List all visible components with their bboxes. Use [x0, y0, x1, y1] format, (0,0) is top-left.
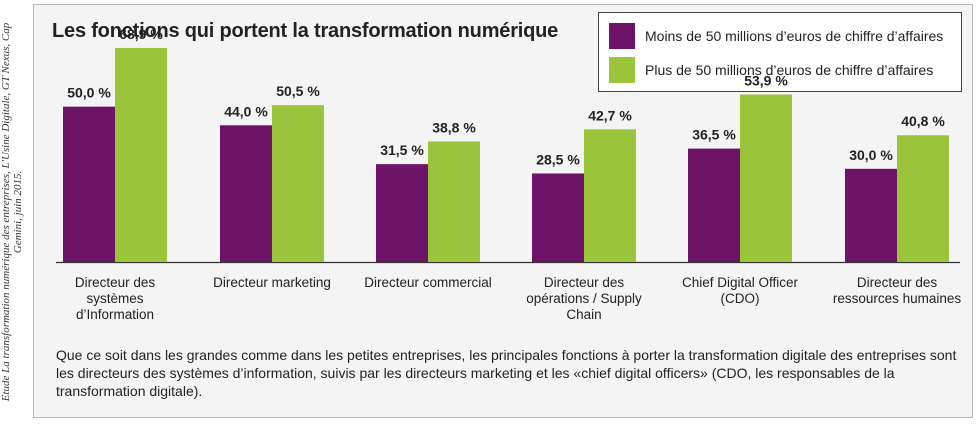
data-label-series1-cat4: 28,5 %: [536, 151, 580, 167]
bar-series2-cat1: [115, 47, 167, 262]
data-label-series2-cat2: 50,5 %: [276, 83, 320, 99]
data-label-series2-cat1: 68,9 %: [119, 26, 163, 42]
legend: Moins de 50 millions d’euros de chiffre …: [598, 12, 962, 92]
category-label-3: Directeur commercial: [364, 275, 492, 290]
bar-series2-cat3: [428, 141, 480, 262]
caption-text: Que ce soit dans les grandes comme dans …: [56, 347, 957, 399]
bar-series1-cat2: [220, 125, 272, 262]
data-label-series1-cat3: 31,5 %: [380, 142, 424, 158]
bar-series2-cat4: [584, 129, 636, 262]
bar-series1-cat6: [845, 168, 897, 262]
data-label-series2-cat3: 38,8 %: [432, 119, 476, 135]
category-label-2: Directeur marketing: [213, 275, 331, 290]
legend-item-series1: Moins de 50 millions d’euros de chiffre …: [609, 23, 943, 49]
data-label-series1-cat2: 44,0 %: [224, 103, 268, 119]
legend-label-series2: Plus de 50 millions d’euros de chiffre d…: [645, 62, 934, 78]
bar-series2-cat2: [272, 105, 324, 262]
legend-swatch-purple: [609, 23, 635, 49]
category-label-4: Directeur des opérations / Supply Chain: [526, 275, 642, 322]
category-label-5: Chief Digital Officer (CDO): [681, 275, 799, 306]
bar-series1-cat5: [688, 148, 740, 262]
data-label-series2-cat6: 40,8 %: [901, 113, 945, 129]
data-label-series1-cat5: 36,5 %: [692, 127, 736, 143]
data-label-series2-cat4: 42,7 %: [588, 107, 632, 123]
bar-series1-cat1: [63, 106, 115, 263]
data-label-series1-cat1: 50,0 %: [67, 85, 111, 101]
category-label-6: Directeur des ressources humaines: [832, 275, 962, 306]
legend-swatch-green: [609, 57, 635, 83]
category-label-1: Directeur des systèmes d’Information: [74, 275, 156, 322]
data-label-series1-cat6: 30,0 %: [849, 147, 893, 163]
bar-series1-cat3: [376, 164, 428, 262]
legend-label-series1: Moins de 50 millions d’euros de chiffre …: [645, 28, 944, 44]
bar-series2-cat5: [740, 94, 792, 263]
bar-series1-cat4: [532, 173, 584, 262]
data-label-series2-cat5: 53,9 %: [744, 73, 788, 89]
legend-item-series2: Plus de 50 millions d’euros de chiffre d…: [609, 57, 933, 83]
bar-series2-cat6: [897, 135, 949, 262]
chart-title: Les fonctions qui portent la transformat…: [52, 20, 559, 42]
